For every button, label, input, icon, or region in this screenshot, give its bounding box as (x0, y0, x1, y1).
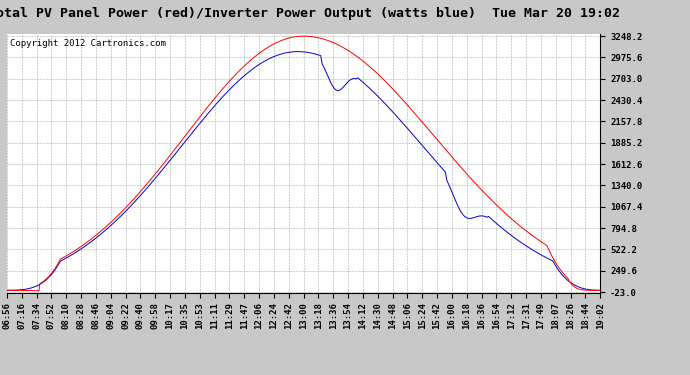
Text: Total PV Panel Power (red)/Inverter Power Output (watts blue)  Tue Mar 20 19:02: Total PV Panel Power (red)/Inverter Powe… (0, 8, 620, 21)
Text: Copyright 2012 Cartronics.com: Copyright 2012 Cartronics.com (10, 39, 166, 48)
